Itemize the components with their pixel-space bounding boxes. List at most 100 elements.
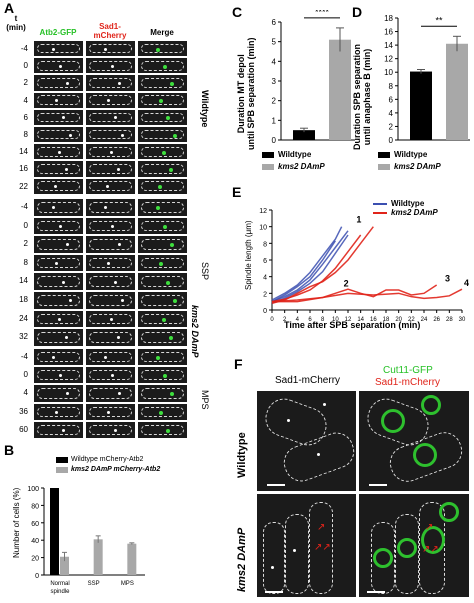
- panel-f-row2: kms2 DAmP: [236, 527, 248, 592]
- cell-outline: [88, 112, 133, 123]
- x-tick-label: 28: [446, 317, 453, 323]
- cell-outline: [88, 129, 133, 140]
- signal-dot: [170, 243, 174, 248]
- cell-outline: [36, 257, 81, 269]
- signal-dot: [59, 64, 62, 68]
- x-tick-label: 18: [383, 317, 390, 323]
- cell-outline: [140, 406, 185, 417]
- panel-f-label: F: [234, 356, 243, 372]
- signal-dot: [107, 99, 110, 103]
- legend-d-label-wildtype: Wildtype: [394, 150, 428, 159]
- cell-outline: [36, 239, 81, 250]
- chart-b: 0 20 40 60 80 100 Normal spindle SSP MPS: [27, 486, 145, 595]
- x-tick-label: Normal: [50, 581, 69, 587]
- merge-image: [137, 216, 188, 236]
- merge-image: [137, 253, 188, 273]
- signal-dot: [117, 336, 120, 340]
- x-tick-label: 10: [332, 317, 339, 323]
- signal-dot: [52, 206, 55, 210]
- cell-outline: [36, 370, 81, 381]
- mcherry-image: [85, 126, 136, 144]
- signal-dot: [121, 299, 124, 303]
- merge-image: [137, 108, 188, 126]
- x-tick-label: MPS: [121, 581, 134, 587]
- cell-outline: [36, 78, 81, 88]
- merge-image: [137, 160, 188, 178]
- cell-outline: [36, 332, 81, 343]
- nucleus-ring: [439, 502, 459, 522]
- y-tick-label: 2: [389, 122, 394, 131]
- cell-outline: [309, 502, 333, 594]
- signal-dot: [110, 150, 113, 154]
- merge-image: [137, 328, 188, 347]
- x-tick-label: 12: [345, 317, 352, 323]
- signal-dot: [55, 99, 58, 103]
- cell-outline: [36, 112, 81, 123]
- cell-outline: [285, 514, 309, 594]
- cell-outline: [140, 294, 185, 306]
- panel-d-ylabel-text: Duration SPB separation until anaphase B…: [352, 43, 372, 150]
- merge-image: [137, 402, 188, 421]
- bar-kms2: [60, 556, 69, 575]
- merge-image: [137, 57, 188, 75]
- cell-outline: [88, 406, 133, 417]
- col-header-atb2-gfp: Atb2-GFP: [39, 28, 77, 37]
- y-tick-label: 0: [35, 573, 39, 580]
- spb-dot: [271, 566, 274, 569]
- mcherry-image: [85, 177, 136, 195]
- x-tick-label: SSP: [88, 581, 100, 587]
- cell-outline: [140, 201, 185, 213]
- y-tick-label: 8: [263, 241, 267, 248]
- mcherry-image: [85, 143, 136, 161]
- cell-outline: [88, 60, 133, 71]
- signal-dot: [163, 224, 167, 229]
- panel-c-ylabel-text: Duration MT depol until SPB separation (…: [236, 37, 256, 150]
- cell-outline: [140, 370, 185, 381]
- x-tick-label: 4: [296, 317, 300, 323]
- cell-outline: [88, 313, 133, 325]
- signal-dot: [55, 262, 58, 266]
- group-label-mps: MPS: [200, 390, 210, 410]
- spb-arrows: ↗↗: [422, 544, 439, 555]
- time-label: 2: [23, 78, 28, 88]
- mcherry-image: [85, 160, 136, 178]
- signal-dot: [163, 64, 167, 69]
- bar-kms2: [446, 43, 468, 140]
- time-label: 14: [19, 276, 28, 286]
- y-tick-label: 80: [31, 503, 39, 510]
- scale-bar: [367, 591, 385, 593]
- mcherry-image: [85, 348, 136, 367]
- cell-outline: [88, 146, 133, 157]
- cell-outline: [140, 220, 185, 232]
- gfp-image: [33, 272, 84, 291]
- panel-f-col1: Sad1-mCherry: [275, 375, 341, 386]
- legend-c-label-wildtype: Wildtype: [278, 150, 312, 159]
- f-image-wt-merge: [358, 390, 470, 492]
- merge-image: [137, 291, 188, 310]
- y-tick-label: 18: [384, 14, 393, 23]
- cell-outline: [88, 276, 133, 287]
- spb-dot: [317, 453, 320, 456]
- bar-kms2: [93, 539, 103, 575]
- f-image-wt-sad1: [256, 390, 357, 492]
- signal-dot: [66, 392, 69, 396]
- legend-c-swatch-wildtype: [262, 152, 274, 158]
- signal-dot: [118, 243, 121, 247]
- series-line-kms2: [271, 288, 463, 303]
- spb-arrows: ↗: [425, 522, 434, 533]
- mcherry-image: [85, 198, 136, 217]
- time-label: 60: [19, 424, 28, 434]
- gfp-image: [33, 291, 84, 310]
- merge-image: [137, 384, 188, 403]
- time-label: -4: [20, 44, 28, 53]
- y-tick-label: 6: [272, 18, 277, 27]
- time-header: t (min): [2, 14, 30, 32]
- cell-outline: [88, 95, 133, 106]
- mcherry-image: [85, 328, 136, 347]
- cell-outline: [140, 181, 185, 192]
- gfp-image: [33, 420, 84, 439]
- signal-dot: [54, 185, 57, 189]
- legend-d-swatch-wildtype: [378, 152, 390, 158]
- panel-f-col2a: Cut11-GFP: [383, 365, 433, 376]
